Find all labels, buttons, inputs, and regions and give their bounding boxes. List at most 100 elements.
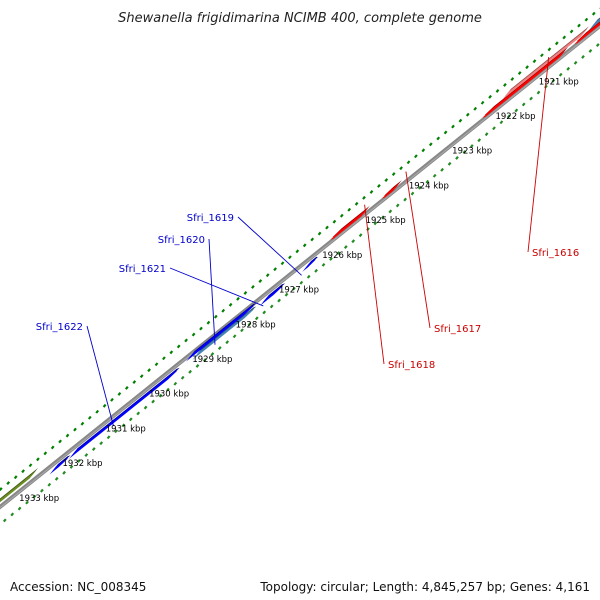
- feature-shadow: [332, 205, 370, 238]
- scale-label: 1927 kbp: [279, 286, 319, 296]
- reverse-feature-olive[interactable]: [0, 467, 39, 511]
- forward-scale-tick: [343, 245, 348, 249]
- leader-line: [208, 238, 216, 345]
- forward-scale-tick: [551, 78, 556, 83]
- gene-label-sfri-1616[interactable]: Sfri_1616: [532, 248, 579, 259]
- forward-inner-blue[interactable]: [186, 303, 257, 362]
- forward-scale-tick: [499, 120, 504, 125]
- reverse-feature-steelblue[interactable]: [589, 0, 600, 30]
- reverse-scale-tick: [451, 124, 455, 129]
- gene-arrow-sfri-1620[interactable]: [192, 306, 257, 361]
- forward-scale-tick: [121, 423, 126, 428]
- reverse-scale-tick: [532, 59, 537, 64]
- forward-scale-tick: [492, 126, 496, 131]
- reverse-scale-tick: [362, 195, 366, 200]
- reverse-scale-tick: [591, 11, 596, 16]
- reverse-scale-tick: [6, 481, 11, 485]
- gene-label-sfri-1618[interactable]: Sfri_1618: [388, 360, 435, 371]
- gene-arrow-sfri-1616b[interactable]: [482, 46, 568, 118]
- reverse-scale-tick: [347, 207, 352, 212]
- reverse-scale-tick: [184, 338, 188, 343]
- gene-arrow-sfri-1618[interactable]: [330, 205, 370, 240]
- forward-scale-tick: [284, 292, 289, 297]
- reverse-scale-tick: [206, 320, 211, 325]
- reverse-scale-tick: [73, 427, 77, 432]
- reverse-scale-tick: [87, 415, 92, 420]
- topology-label: Topology: circular; Length: 4,845,257 bp…: [260, 580, 590, 594]
- forward-scale-tick: [10, 512, 15, 517]
- gene-label-sfri-1622[interactable]: Sfri_1622: [36, 322, 83, 333]
- reverse-scale-tick: [302, 243, 307, 248]
- reverse-scale-tick: [436, 136, 441, 141]
- gene-arrow-sfri-1616[interactable]: [502, 26, 589, 100]
- forward-scale-tick: [262, 310, 267, 315]
- forward-scale-tick: [380, 215, 385, 220]
- reverse-scale-tick: [258, 279, 263, 283]
- forward-scale-tick: [410, 191, 415, 196]
- gene-label-sfri-1617[interactable]: Sfri_1617: [434, 324, 481, 335]
- forward-scale-tick: [54, 476, 59, 481]
- forward-scale-tick: [91, 447, 96, 451]
- reverse-scale-tick: [236, 296, 240, 301]
- gene-arrow-sfri-1617[interactable]: [381, 180, 402, 199]
- forward-scale-tick: [373, 221, 378, 226]
- scale-label: 1923 kbp: [452, 147, 492, 157]
- forward-scale-tick: [232, 334, 237, 339]
- reverse-scale-tick: [562, 35, 567, 40]
- reverse-scale-tick: [228, 302, 233, 307]
- forward-scale-tick: [25, 500, 29, 505]
- feature-body: [302, 259, 316, 272]
- forward-scale-tick: [128, 417, 133, 422]
- reverse-scale-tick: [547, 47, 552, 52]
- reverse-scale-tick: [325, 225, 329, 230]
- forward-scale-tick: [306, 274, 311, 279]
- forward-scale-tick: [514, 108, 519, 113]
- reverse-scale-tick: [473, 106, 478, 111]
- forward-scale-tick: [203, 358, 207, 362]
- reverse-feature-red[interactable]: [574, 0, 600, 45]
- gene-label-sfri-1620[interactable]: Sfri_1620: [158, 235, 205, 246]
- forward-scale-tick: [529, 96, 533, 101]
- forward-scale-tick: [566, 66, 571, 71]
- reverse-scale-tick: [317, 231, 322, 236]
- forward-scale-tick: [173, 381, 178, 386]
- forward-scale-tick: [40, 488, 44, 493]
- gene-arrow-sfri-1622[interactable]: [69, 367, 180, 459]
- reverse-scale-tick: [369, 190, 374, 194]
- leader-line: [405, 171, 431, 329]
- forward-scale-tick: [403, 197, 407, 202]
- reverse-scale-tick: [584, 17, 589, 22]
- leader-lines: [86, 57, 550, 427]
- backbone-line: [0, 23, 600, 510]
- reverse-scale-tick: [21, 469, 25, 474]
- reverse-scale-tick: [525, 65, 529, 70]
- backbone-group: [0, 23, 600, 510]
- gene-label-sfri-1621[interactable]: Sfri_1621: [119, 264, 166, 275]
- forward-scale-tick: [240, 328, 244, 333]
- reverse-scale-tick: [495, 89, 500, 93]
- scale-label: 1930 kbp: [149, 390, 189, 400]
- feature-body: [192, 309, 254, 360]
- gene-arrow-sfri-1621[interactable]: [260, 283, 286, 306]
- leader-line: [364, 204, 385, 365]
- forward-scale-tick: [588, 49, 593, 53]
- reverse-scale-tick: [265, 273, 270, 278]
- reverse-scale-tick: [147, 368, 151, 373]
- forward-scale-tick: [351, 239, 356, 244]
- forward-scale-tick: [469, 144, 474, 148]
- gene-label-sfri-1619[interactable]: Sfri_1619: [187, 213, 234, 224]
- reverse-scale-tick: [443, 130, 448, 135]
- reverse-scale-tick: [13, 475, 18, 480]
- reverse-scale-tick: [310, 237, 315, 242]
- feature-body: [260, 286, 283, 306]
- feature-body: [49, 458, 69, 475]
- forward-scale-tick: [358, 233, 363, 238]
- feature-body: [186, 305, 254, 362]
- backbone-highlight: [0, 26, 600, 509]
- reverse-scale-tick: [251, 285, 255, 289]
- reverse-scale-tick: [191, 332, 196, 337]
- gene-arrow-sfri-1622a[interactable]: [49, 455, 71, 475]
- scale-label: 1922 kbp: [495, 112, 535, 122]
- gene-arrow-sfri-1619[interactable]: [302, 256, 318, 272]
- forward-scale-tick: [425, 179, 430, 184]
